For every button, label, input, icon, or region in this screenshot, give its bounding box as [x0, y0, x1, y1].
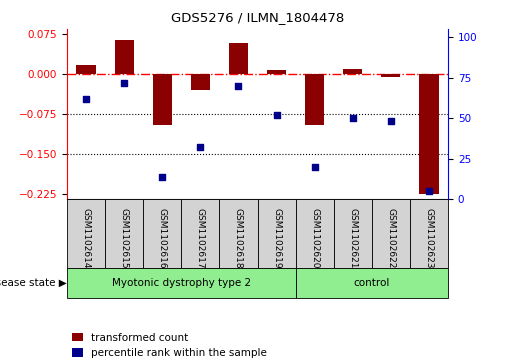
Text: GSM1102619: GSM1102619 [272, 208, 281, 268]
Bar [191, 74, 210, 90]
Text: GSM1102621: GSM1102621 [348, 208, 357, 268]
Point [387, 119, 395, 125]
Point [196, 144, 204, 150]
Bar [143, 199, 181, 268]
Text: control: control [354, 278, 390, 288]
Bar [419, 74, 439, 194]
Bar [258, 199, 296, 268]
Bar [267, 70, 286, 74]
Text: Myotonic dystrophy type 2: Myotonic dystrophy type 2 [112, 278, 251, 288]
Bar [229, 44, 248, 74]
Text: GSM1102623: GSM1102623 [424, 208, 434, 268]
Legend: transformed count, percentile rank within the sample: transformed count, percentile rank withi… [72, 333, 267, 358]
Bar [219, 199, 258, 268]
Text: GSM1102614: GSM1102614 [81, 208, 91, 268]
Text: GSM1102615: GSM1102615 [119, 208, 129, 268]
Text: GSM1102618: GSM1102618 [234, 208, 243, 268]
Title: GDS5276 / ILMN_1804478: GDS5276 / ILMN_1804478 [171, 11, 344, 24]
Bar [76, 65, 96, 74]
Point [349, 115, 357, 121]
Bar [382, 74, 401, 77]
Point [272, 112, 281, 118]
Text: GSM1102620: GSM1102620 [310, 208, 319, 268]
Text: disease state ▶: disease state ▶ [0, 278, 67, 288]
Bar [410, 199, 448, 268]
Bar [372, 199, 410, 268]
Point [120, 79, 128, 85]
Bar [305, 74, 324, 125]
Point [82, 96, 90, 102]
Bar [153, 74, 172, 125]
Point [425, 188, 433, 194]
Bar [67, 199, 105, 268]
Bar [344, 69, 363, 74]
Bar [114, 40, 134, 74]
Bar [105, 199, 143, 268]
Bar [296, 268, 448, 298]
Bar [296, 199, 334, 268]
Bar [181, 199, 219, 268]
Text: GSM1102622: GSM1102622 [386, 208, 396, 268]
Text: GSM1102617: GSM1102617 [196, 208, 205, 268]
Bar [334, 199, 372, 268]
Text: GSM1102616: GSM1102616 [158, 208, 167, 268]
Point [158, 174, 166, 179]
Point [311, 164, 319, 170]
Point [234, 83, 243, 89]
Bar [67, 268, 296, 298]
